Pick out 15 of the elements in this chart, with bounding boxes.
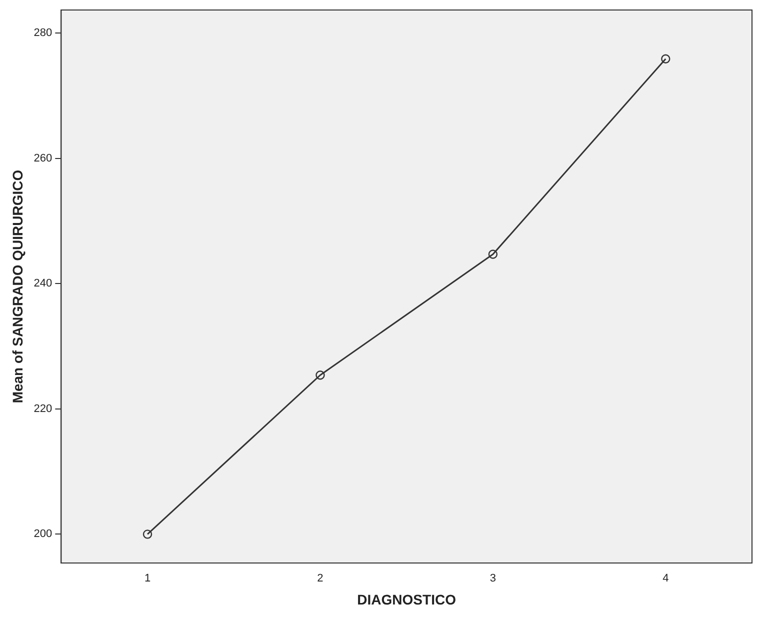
- y-tick-label: 260: [34, 152, 52, 164]
- y-tick-label: 240: [34, 278, 52, 290]
- x-axis-title: DIAGNOSTICO: [357, 591, 456, 608]
- x-tick-label: 4: [662, 572, 669, 585]
- point: [488, 250, 498, 259]
- x-tick-label: 2: [317, 572, 324, 585]
- x-tick-label: 1: [144, 572, 151, 585]
- point: [142, 530, 152, 539]
- point: [316, 370, 325, 380]
- y-tick-label: 280: [34, 27, 52, 40]
- y-tick-label: 220: [34, 402, 52, 415]
- y-axis-title: Mean of SANGRADO QUIRURGICO: [9, 170, 26, 404]
- x-tick-label: 3: [490, 572, 496, 585]
- point: [661, 54, 670, 64]
- y-tick-label: 200: [34, 528, 52, 540]
